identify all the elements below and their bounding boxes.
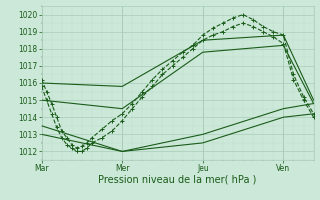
X-axis label: Pression niveau de la mer( hPa ): Pression niveau de la mer( hPa ) bbox=[99, 175, 257, 185]
